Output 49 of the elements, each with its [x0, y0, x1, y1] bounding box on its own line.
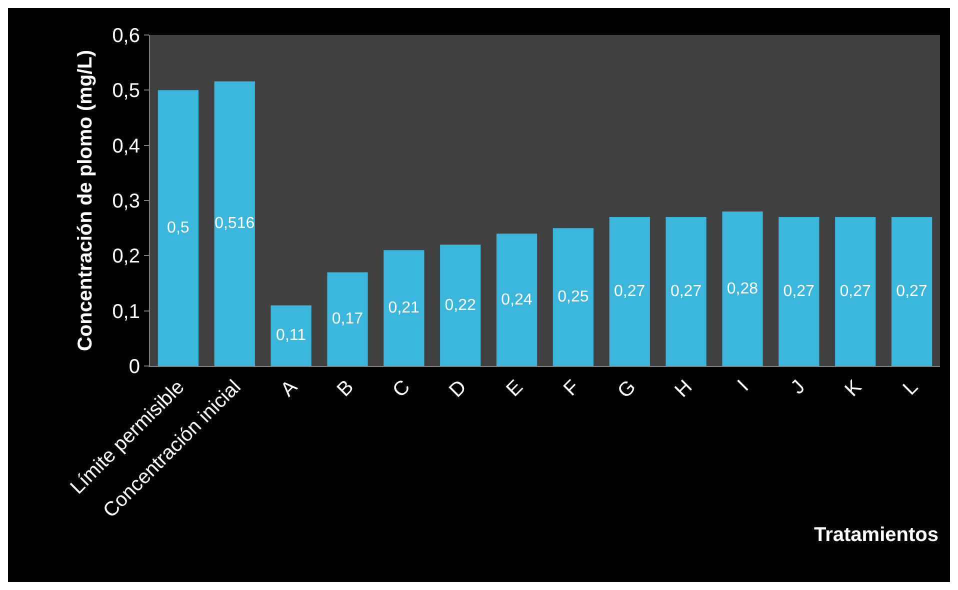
data-label: 0,27 [670, 283, 702, 300]
y-tick-label: 0,2 [112, 246, 140, 268]
y-tick-label: 0,5 [112, 80, 140, 102]
bar [552, 228, 594, 366]
data-label: 0,27 [840, 283, 871, 300]
x-tick-label: A [276, 376, 302, 402]
y-tick-label: 0,6 [112, 25, 140, 47]
data-label: 0,5 [167, 220, 190, 237]
data-label: 0,28 [726, 280, 758, 298]
bar [214, 81, 255, 366]
y-tick-label: 0,4 [112, 135, 140, 158]
bar [891, 217, 932, 366]
bar [496, 234, 538, 366]
data-label: 0,21 [388, 300, 420, 317]
x-axis-title: Tratamientos [814, 524, 938, 546]
y-tick-label: 0 [128, 356, 140, 378]
x-tick-label: G [614, 376, 640, 403]
data-label: 0,27 [896, 283, 928, 300]
y-tick-label: 0,1 [112, 300, 140, 323]
x-tick-label: E [502, 376, 528, 402]
x-tick-label: L [898, 376, 922, 400]
data-label: 0,22 [444, 296, 476, 314]
data-label: 0,24 [501, 291, 532, 308]
bar [778, 217, 820, 366]
bar [722, 212, 763, 366]
data-label: 0,27 [783, 283, 815, 300]
bar [384, 250, 424, 366]
data-label: 0,25 [558, 288, 589, 306]
x-tick-label: B [333, 376, 358, 402]
y-axis-title: Concentración de plomo (mg/L) [74, 50, 97, 352]
x-tick-label: J [786, 376, 810, 399]
data-label: 0,516 [214, 215, 255, 232]
x-tick-label: K [840, 376, 866, 402]
bar [835, 217, 876, 366]
bar [270, 305, 312, 366]
bar [666, 217, 706, 366]
x-tick-label: D [445, 376, 471, 402]
x-tick-label: C [388, 376, 415, 402]
x-tick-label: F [560, 376, 584, 400]
bar [158, 90, 199, 366]
data-label: 0,17 [332, 310, 364, 328]
bar [440, 244, 481, 366]
x-tick-label: H [670, 376, 697, 402]
bar [327, 272, 368, 366]
data-label: 0,11 [276, 327, 306, 344]
data-label: 0,27 [614, 283, 646, 300]
bar [609, 217, 650, 366]
y-tick-label: 0,3 [112, 190, 140, 212]
x-tick-label: I [734, 376, 754, 396]
